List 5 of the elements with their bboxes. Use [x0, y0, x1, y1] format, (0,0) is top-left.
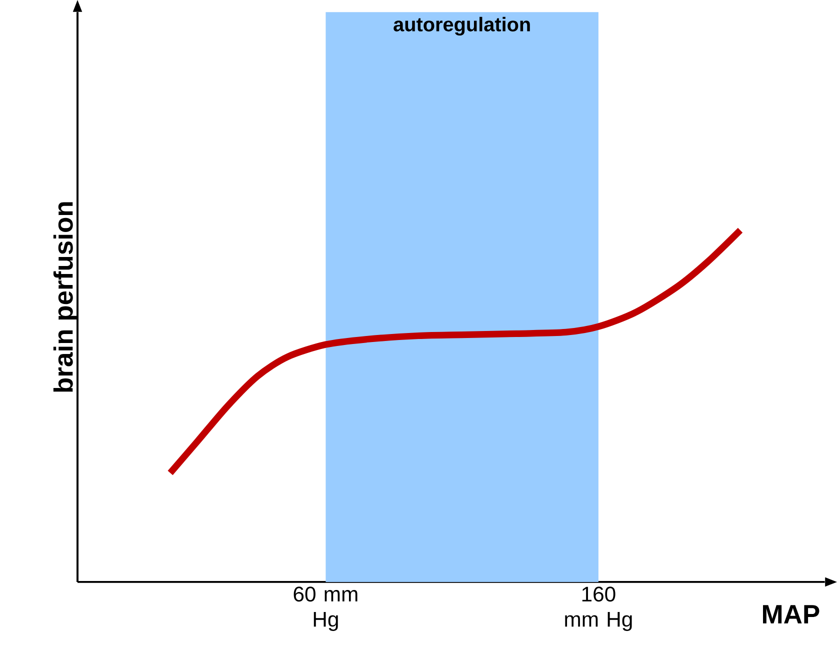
- x-axis-title: MAP: [763, 604, 820, 624]
- y-axis-title: brain perfusion: [53, 202, 78, 392]
- band-label: autoregulation: [394, 16, 530, 36]
- x-tick-label: 160 mm Hg: [565, 586, 632, 631]
- x-tick-label: 60 mm Hg: [294, 586, 358, 631]
